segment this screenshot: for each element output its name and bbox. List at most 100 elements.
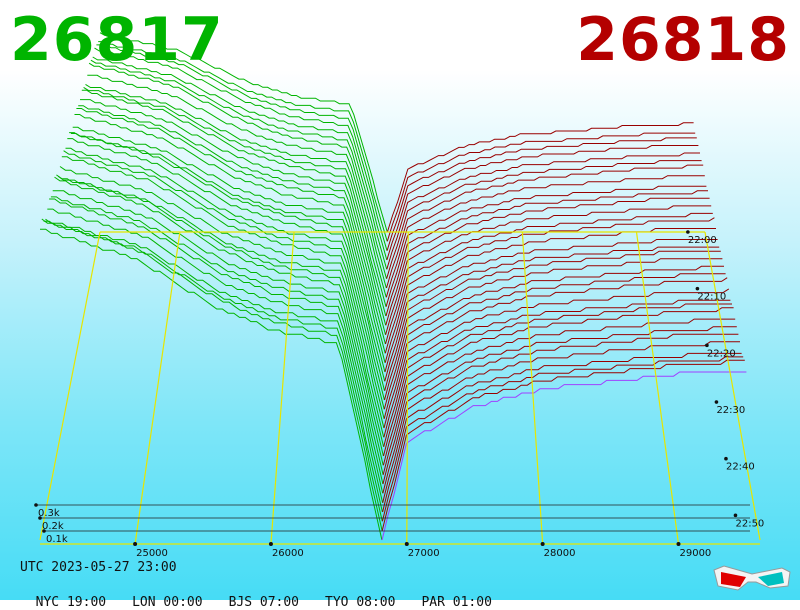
- bid-depth-line: [74, 114, 386, 363]
- ask-depth-line: [385, 190, 708, 317]
- axis-labels: 25000 26000 27000 28000 29000 0.3k 0.2k 0.1k 22:…: [38, 235, 764, 559]
- price-tick-label: 28000: [544, 548, 576, 559]
- ask-depth-line: [384, 217, 715, 354]
- timezone-row: NYC 19:00 LON 00:00 BJS 07:00 TYO 08:00 PAR …: [20, 580, 518, 610]
- bid-depth-line: [76, 108, 386, 354]
- price-tick-marker: [404, 542, 409, 546]
- price-tick-label: 27000: [408, 548, 440, 559]
- timezone-lon: LON 00:00: [132, 595, 203, 610]
- timezone-bjs: BJS 07:00: [228, 595, 300, 610]
- bid-depth-line: [65, 147, 385, 410]
- ask-depth-line: [384, 246, 720, 382]
- bid-depth-line: [47, 208, 384, 503]
- price-tick-label: 29000: [679, 548, 711, 559]
- bid-depth-line: [80, 99, 386, 335]
- time-tick-label: 22:20: [707, 348, 736, 359]
- bid-depth-line: [81, 89, 387, 326]
- bid-depth-line: [49, 198, 384, 494]
- ask-depth-line: [386, 132, 696, 242]
- 3d-glasses-icon[interactable]: [712, 560, 792, 592]
- timezone-par: PAR 01:00: [421, 595, 492, 610]
- ask-depth-line: [382, 333, 739, 494]
- ask-depth-line: [381, 371, 747, 541]
- price-grid-line: [635, 231, 680, 545]
- time-tick-marker: [733, 513, 738, 518]
- chart-grid: [34, 230, 761, 546]
- bid-depth-line: [69, 132, 385, 391]
- bid-depth-line: [50, 196, 384, 485]
- time-tick-marker: [705, 343, 709, 348]
- grid-left-edge: [39, 231, 101, 541]
- bid-depth-line: [56, 174, 384, 457]
- time-tick-label: 22:00: [688, 235, 717, 246]
- ask-depth-line: [383, 288, 730, 438]
- time-tick-marker: [695, 286, 700, 291]
- ask-depth-line: [385, 212, 713, 345]
- ask-depth-line: [383, 299, 731, 447]
- bid-depth-line: [72, 126, 386, 373]
- time-tick-label: 22:30: [716, 405, 745, 416]
- time-tick-marker: [724, 456, 728, 461]
- bid-depth-line: [94, 47, 388, 261]
- ask-depth-line: [382, 307, 734, 466]
- timezone-nyc: NYC 19:00: [35, 595, 107, 610]
- depth-tick-marker: [38, 516, 42, 520]
- bid-depth-line: [52, 190, 384, 475]
- ask-depth-line: [385, 185, 707, 307]
- timezone-tyo: TYO 08:00: [325, 595, 396, 610]
- ask-depth-line: [383, 273, 726, 419]
- ask-depth-line: [384, 250, 721, 391]
- ask-depth-line: [382, 318, 736, 475]
- bid-depth-line: [59, 166, 385, 438]
- depth-tick-label: 0.3k: [38, 508, 60, 519]
- bid-depth-line: [98, 41, 388, 242]
- time-tick-label: 22:10: [697, 292, 726, 303]
- ask-depth-line: [384, 228, 716, 363]
- ask-depth-line: [382, 352, 742, 513]
- price-tick-marker: [133, 542, 138, 546]
- bid-depth-line: [78, 105, 386, 345]
- ask-depth-line: [383, 277, 728, 429]
- bid-depth-line: [96, 44, 388, 251]
- bid-depth-line: [45, 218, 383, 513]
- ask-depth-line: [383, 265, 724, 410]
- ask-depth-line: [386, 122, 694, 233]
- price-tick-marker: [540, 542, 545, 546]
- price-tick-label: 26000: [272, 548, 304, 559]
- bid-depth-line: [83, 86, 387, 317]
- depth-tick-label: 0.1k: [46, 534, 68, 545]
- price-grid-line: [406, 231, 409, 545]
- price-tick-marker: [676, 542, 681, 546]
- bid-depth-line: [63, 150, 385, 419]
- price-grid-line: [134, 231, 181, 545]
- grid-right-edge: [704, 231, 761, 541]
- bid-depth-line: [90, 59, 387, 279]
- ask-depth-line: [381, 359, 745, 531]
- bid-depth-line: [43, 220, 383, 522]
- ask-depth-line: [382, 326, 737, 485]
- utc-time: UTC 2023-05-27 23:00: [20, 560, 177, 575]
- bid-depth-line: [67, 138, 385, 401]
- time-tick-marker: [714, 400, 719, 404]
- price-tick-marker: [268, 542, 273, 546]
- bid-depth-line: [87, 74, 387, 298]
- bid-depth-line: [88, 62, 387, 289]
- ask-depth-line: [386, 152, 700, 270]
- depth-tick-marker: [34, 503, 38, 507]
- price-grid-line: [521, 231, 544, 545]
- bid-depth-line: [92, 56, 388, 270]
- bid-depth-line: [41, 218, 383, 531]
- ask-depth-line: [385, 197, 710, 326]
- bid-depth-line: [85, 83, 387, 307]
- ask-depth-line: [383, 303, 732, 457]
- ask-depth-line: [384, 258, 723, 401]
- depth-tick-label: 0.2k: [42, 521, 64, 532]
- ask-depth-line: [385, 175, 705, 298]
- price-tick-label: 25000: [136, 548, 168, 559]
- ask-depth-line: [386, 164, 704, 289]
- time-tick-label: 22:50: [735, 518, 764, 529]
- bid-depth-line: [70, 133, 386, 382]
- ask-price: 26818: [576, 5, 790, 75]
- ask-depth-line: [381, 356, 744, 522]
